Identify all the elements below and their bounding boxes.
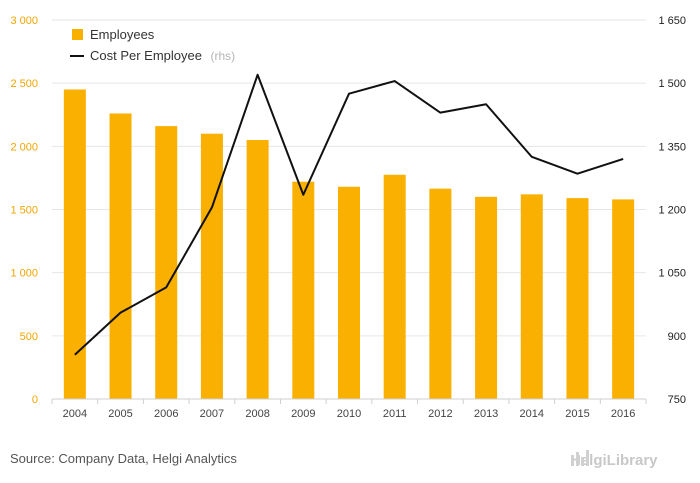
line-cost-per-employee bbox=[74, 73, 624, 356]
bar-employees bbox=[520, 194, 543, 399]
right-tick-label: 1 650 bbox=[658, 15, 686, 27]
brand-logo: HelgiLibrary bbox=[570, 449, 658, 471]
cost-per-employee-line-group bbox=[74, 73, 624, 356]
right-tick-label: 1 200 bbox=[658, 205, 686, 217]
bar-employees bbox=[246, 140, 269, 399]
x-tick-label: 2006 bbox=[154, 408, 178, 420]
right-axis: 750 900 1 050 1 200 1 350 1 500 1 650 bbox=[658, 15, 686, 406]
bar-employees bbox=[566, 198, 589, 399]
chart-svg: 0 500 1 000 1 500 2 000 2 500 3 000 750 900 1 05… bbox=[10, 15, 686, 420]
x-tick-label: 2014 bbox=[520, 408, 544, 420]
legend-label-cost-per-employee: Cost Per Employee (rhs) bbox=[90, 47, 235, 64]
left-tick-label: 0 bbox=[32, 394, 38, 406]
x-tick-label: 2016 bbox=[611, 408, 635, 420]
left-axis: 0 500 1 000 1 500 2 000 2 500 3 000 bbox=[10, 15, 38, 406]
left-tick-label: 3 000 bbox=[10, 15, 38, 27]
x-tick-label: 2015 bbox=[565, 408, 589, 420]
bar-employees bbox=[292, 181, 315, 399]
left-tick-label: 500 bbox=[20, 331, 38, 343]
x-tick-label: 2010 bbox=[337, 408, 361, 420]
bar-employees bbox=[429, 188, 452, 399]
x-tick-label: 2007 bbox=[200, 408, 224, 420]
bar-employees bbox=[200, 133, 223, 399]
left-tick-label: 2 000 bbox=[10, 141, 38, 153]
source-note: Source: Company Data, Helgi Analytics bbox=[10, 451, 237, 466]
legend-label-rhs: (rhs) bbox=[210, 49, 235, 63]
employees-bars bbox=[63, 89, 635, 400]
right-tick-label: 1 350 bbox=[658, 141, 686, 153]
x-tick-label: 2013 bbox=[474, 408, 498, 420]
left-tick-label: 1 500 bbox=[10, 205, 38, 217]
bar-employees bbox=[475, 196, 498, 399]
bar-employees bbox=[109, 113, 132, 399]
x-axis: 2004 2005 2006 2007 2008 2009 2010 2011 2012 2013… bbox=[51, 398, 647, 420]
bar-employees bbox=[155, 126, 178, 400]
legend-swatch-employees bbox=[72, 29, 83, 40]
bar-employees bbox=[63, 89, 86, 399]
x-tick-label: 2004 bbox=[63, 408, 87, 420]
bar-employees bbox=[338, 186, 360, 399]
library-logo-icon bbox=[571, 450, 589, 466]
left-tick-label: 1 000 bbox=[10, 268, 38, 280]
legend: Employees Cost Per Employee (rhs) bbox=[70, 27, 235, 64]
right-tick-label: 1 050 bbox=[658, 268, 686, 280]
brand-text: HelgiLibrary bbox=[570, 451, 658, 469]
right-tick-label: 750 bbox=[668, 394, 686, 406]
legend-label-cost-name: Cost Per Employee bbox=[90, 48, 202, 63]
x-tick-label: 2012 bbox=[428, 408, 452, 420]
bar-employees bbox=[612, 199, 635, 399]
bar-employees bbox=[383, 174, 406, 399]
left-tick-label: 2 500 bbox=[10, 78, 38, 90]
legend-label-employees: Employees bbox=[90, 27, 155, 42]
x-tick-label: 2008 bbox=[245, 408, 269, 420]
right-tick-label: 900 bbox=[668, 331, 686, 343]
x-tick-label: 2011 bbox=[383, 408, 407, 420]
x-tick-label: 2009 bbox=[291, 408, 315, 420]
x-tick-label: 2005 bbox=[108, 408, 132, 420]
right-tick-label: 1 500 bbox=[658, 78, 686, 90]
